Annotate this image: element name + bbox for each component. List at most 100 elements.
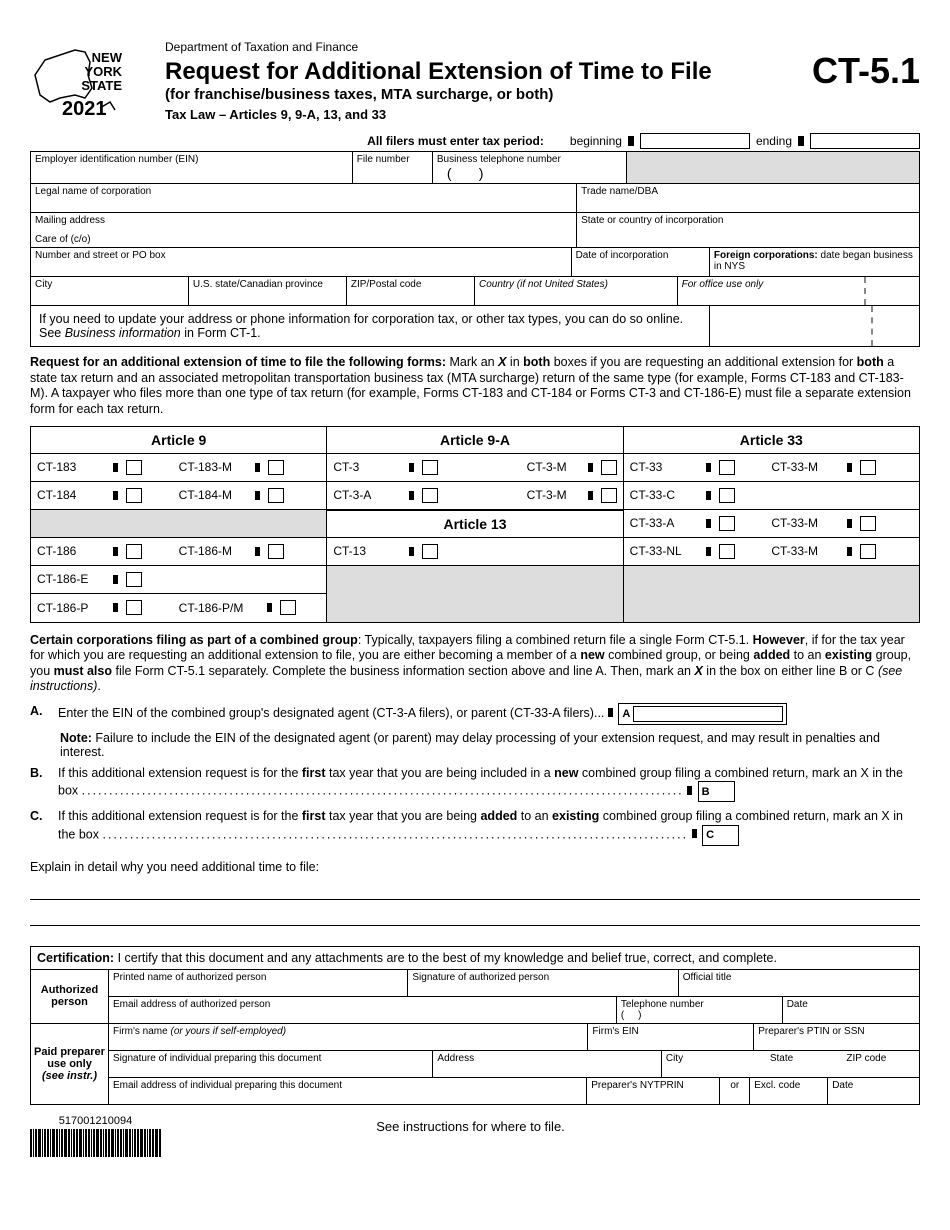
business-info-grid: Employer identification number (EIN) Fil… bbox=[30, 151, 920, 347]
excl-code-cell[interactable]: Excl. code bbox=[749, 1078, 828, 1104]
marker-icon bbox=[847, 519, 852, 528]
checkbox-ct33[interactable] bbox=[719, 460, 735, 475]
article-33-column: Article 33 CT-33CT-33-M CT-33-C CT-33-AC… bbox=[624, 427, 919, 622]
marker-icon bbox=[113, 575, 118, 584]
official-title-cell[interactable]: Official title bbox=[679, 970, 919, 996]
ending-input[interactable] bbox=[810, 133, 920, 149]
checkbox-ct184m[interactable] bbox=[268, 488, 284, 503]
us-state-cell[interactable]: U.S. state/Canadian province bbox=[189, 277, 346, 305]
firm-ein-cell[interactable]: Firm's EIN bbox=[588, 1024, 754, 1050]
trade-name-cell[interactable]: Trade name/DBA bbox=[577, 184, 919, 212]
ein-cell[interactable]: Employer identification number (EIN) bbox=[31, 152, 353, 183]
shade-row bbox=[31, 510, 326, 538]
address-note: If you need to update your address or ph… bbox=[31, 306, 710, 346]
checkbox-ct33nl[interactable] bbox=[719, 544, 735, 559]
state-cell[interactable]: State bbox=[766, 1051, 843, 1077]
svg-text:STATE: STATE bbox=[81, 78, 122, 93]
marker-icon bbox=[687, 786, 692, 795]
paid-preparer-label: Paid preparer use only (see instr.) bbox=[31, 1024, 109, 1104]
marker-icon bbox=[706, 519, 711, 528]
line-a-ein-input[interactable] bbox=[633, 706, 783, 722]
marker-icon bbox=[798, 136, 804, 146]
checkbox-ct33m-2[interactable] bbox=[860, 516, 876, 531]
article-9a-head: Article 9-A bbox=[327, 427, 622, 454]
ptin-cell[interactable]: Preparer's PTIN or SSN bbox=[754, 1024, 919, 1050]
article-13-head: Article 13 bbox=[327, 510, 622, 538]
marker-icon bbox=[255, 491, 260, 500]
checkbox-ct3m-2[interactable] bbox=[601, 488, 617, 503]
date-inc-cell[interactable]: Date of incorporation bbox=[572, 248, 710, 276]
office-use-cell: For office use only bbox=[678, 277, 867, 305]
printed-name-cell[interactable]: Printed name of authorized person bbox=[109, 970, 408, 996]
city-cell[interactable]: City bbox=[31, 277, 189, 305]
date-cell[interactable]: Date bbox=[783, 997, 919, 1023]
svg-text:YORK: YORK bbox=[84, 64, 122, 79]
mailing-addr-cell[interactable]: Mailing addressCare of (c/o) bbox=[31, 213, 577, 247]
article-9-head: Article 9 bbox=[31, 427, 326, 454]
sig-auth-cell[interactable]: Signature of authorized person bbox=[408, 970, 678, 996]
checkbox-ct186[interactable] bbox=[126, 544, 142, 559]
see-instructions-label: See instructions for where to file. bbox=[181, 1115, 760, 1134]
barcode-number: 517001210094 bbox=[30, 1115, 161, 1127]
email-auth-cell[interactable]: Email address of authorized person bbox=[109, 997, 617, 1023]
line-a-box: A bbox=[618, 703, 787, 725]
marker-icon bbox=[847, 463, 852, 472]
barcode-icon bbox=[30, 1129, 161, 1157]
svg-text:2021: 2021 bbox=[62, 98, 107, 120]
line-b: B. If this additional extension request … bbox=[30, 765, 920, 802]
tax-law-label: Tax Law – Articles 9, 9-A, 13, and 33 bbox=[165, 107, 920, 122]
checkbox-ct186pm[interactable] bbox=[280, 600, 296, 615]
checkbox-ct186m[interactable] bbox=[268, 544, 284, 559]
form-label: CT-183 bbox=[37, 460, 107, 474]
checkbox-ct33m-3[interactable] bbox=[860, 544, 876, 559]
line-c-checkbox[interactable] bbox=[717, 828, 735, 843]
checkbox-ct3m-1[interactable] bbox=[601, 460, 617, 475]
checkbox-ct184[interactable] bbox=[126, 488, 142, 503]
address-cell[interactable]: Address bbox=[433, 1051, 661, 1077]
street-cell[interactable]: Number and street or PO box bbox=[31, 248, 572, 276]
email-prep-cell[interactable]: Email address of individual preparing th… bbox=[109, 1078, 587, 1104]
form-header: NEW YORK STATE 2021 Department of Taxati… bbox=[30, 40, 920, 123]
checkbox-ct33c[interactable] bbox=[719, 488, 735, 503]
form-subtitle: (for franchise/business taxes, MTA surch… bbox=[165, 86, 920, 103]
marker-icon bbox=[608, 708, 613, 717]
line-a-note: Note: Failure to include the EIN of the … bbox=[60, 731, 920, 759]
checkbox-ct186e[interactable] bbox=[126, 572, 142, 587]
tel-cell[interactable]: Telephone number( ) bbox=[617, 997, 783, 1023]
checkbox-ct13[interactable] bbox=[422, 544, 438, 559]
legal-name-cell[interactable]: Legal name of corporation bbox=[31, 184, 577, 212]
explain-label: Explain in detail why you need additiona… bbox=[30, 860, 920, 874]
file-number-cell[interactable]: File number bbox=[353, 152, 433, 183]
line-b-checkbox[interactable] bbox=[713, 784, 731, 799]
checkbox-ct3[interactable] bbox=[422, 460, 438, 475]
form-title: Request for Additional Extension of Time… bbox=[165, 58, 920, 86]
marker-icon bbox=[113, 491, 118, 500]
checkbox-ct33m-1[interactable] bbox=[860, 460, 876, 475]
marker-icon bbox=[409, 547, 414, 556]
explain-line-2[interactable] bbox=[30, 904, 920, 926]
city-cell[interactable]: City bbox=[662, 1051, 766, 1077]
zip-cell[interactable]: ZIP/Postal code bbox=[346, 277, 475, 305]
state-inc-cell[interactable]: State or country of incorporation bbox=[577, 213, 919, 247]
foreign-cell[interactable]: Foreign corporations: date began busines… bbox=[710, 248, 919, 276]
marker-icon bbox=[588, 463, 593, 472]
checkbox-ct183m[interactable] bbox=[268, 460, 284, 475]
line-c-box: C bbox=[702, 825, 739, 846]
country-cell[interactable]: Country (if not United States) bbox=[475, 277, 678, 305]
phone-cell[interactable]: Business telephone number( ) bbox=[433, 152, 627, 183]
checkbox-ct33a[interactable] bbox=[719, 516, 735, 531]
article-33-head: Article 33 bbox=[624, 427, 919, 454]
explain-line-1[interactable] bbox=[30, 878, 920, 900]
beginning-input[interactable] bbox=[640, 133, 750, 149]
checkbox-ct183[interactable] bbox=[126, 460, 142, 475]
firm-name-cell[interactable]: Firm's name (or yours if self-employed) bbox=[109, 1024, 588, 1050]
date2-cell[interactable]: Date bbox=[828, 1078, 919, 1104]
office-use-right2 bbox=[873, 306, 919, 346]
zip-cell[interactable]: ZIP code bbox=[842, 1051, 919, 1077]
nytprin-cell[interactable]: Preparer's NYTPRIN bbox=[587, 1078, 720, 1104]
marker-icon bbox=[113, 603, 118, 612]
checkbox-ct3a[interactable] bbox=[422, 488, 438, 503]
article-9a-column: Article 9-A CT-3CT-3-M CT-3-ACT-3-M Arti… bbox=[327, 427, 623, 622]
checkbox-ct186p[interactable] bbox=[126, 600, 142, 615]
sig-prep-cell[interactable]: Signature of individual preparing this d… bbox=[109, 1051, 433, 1077]
